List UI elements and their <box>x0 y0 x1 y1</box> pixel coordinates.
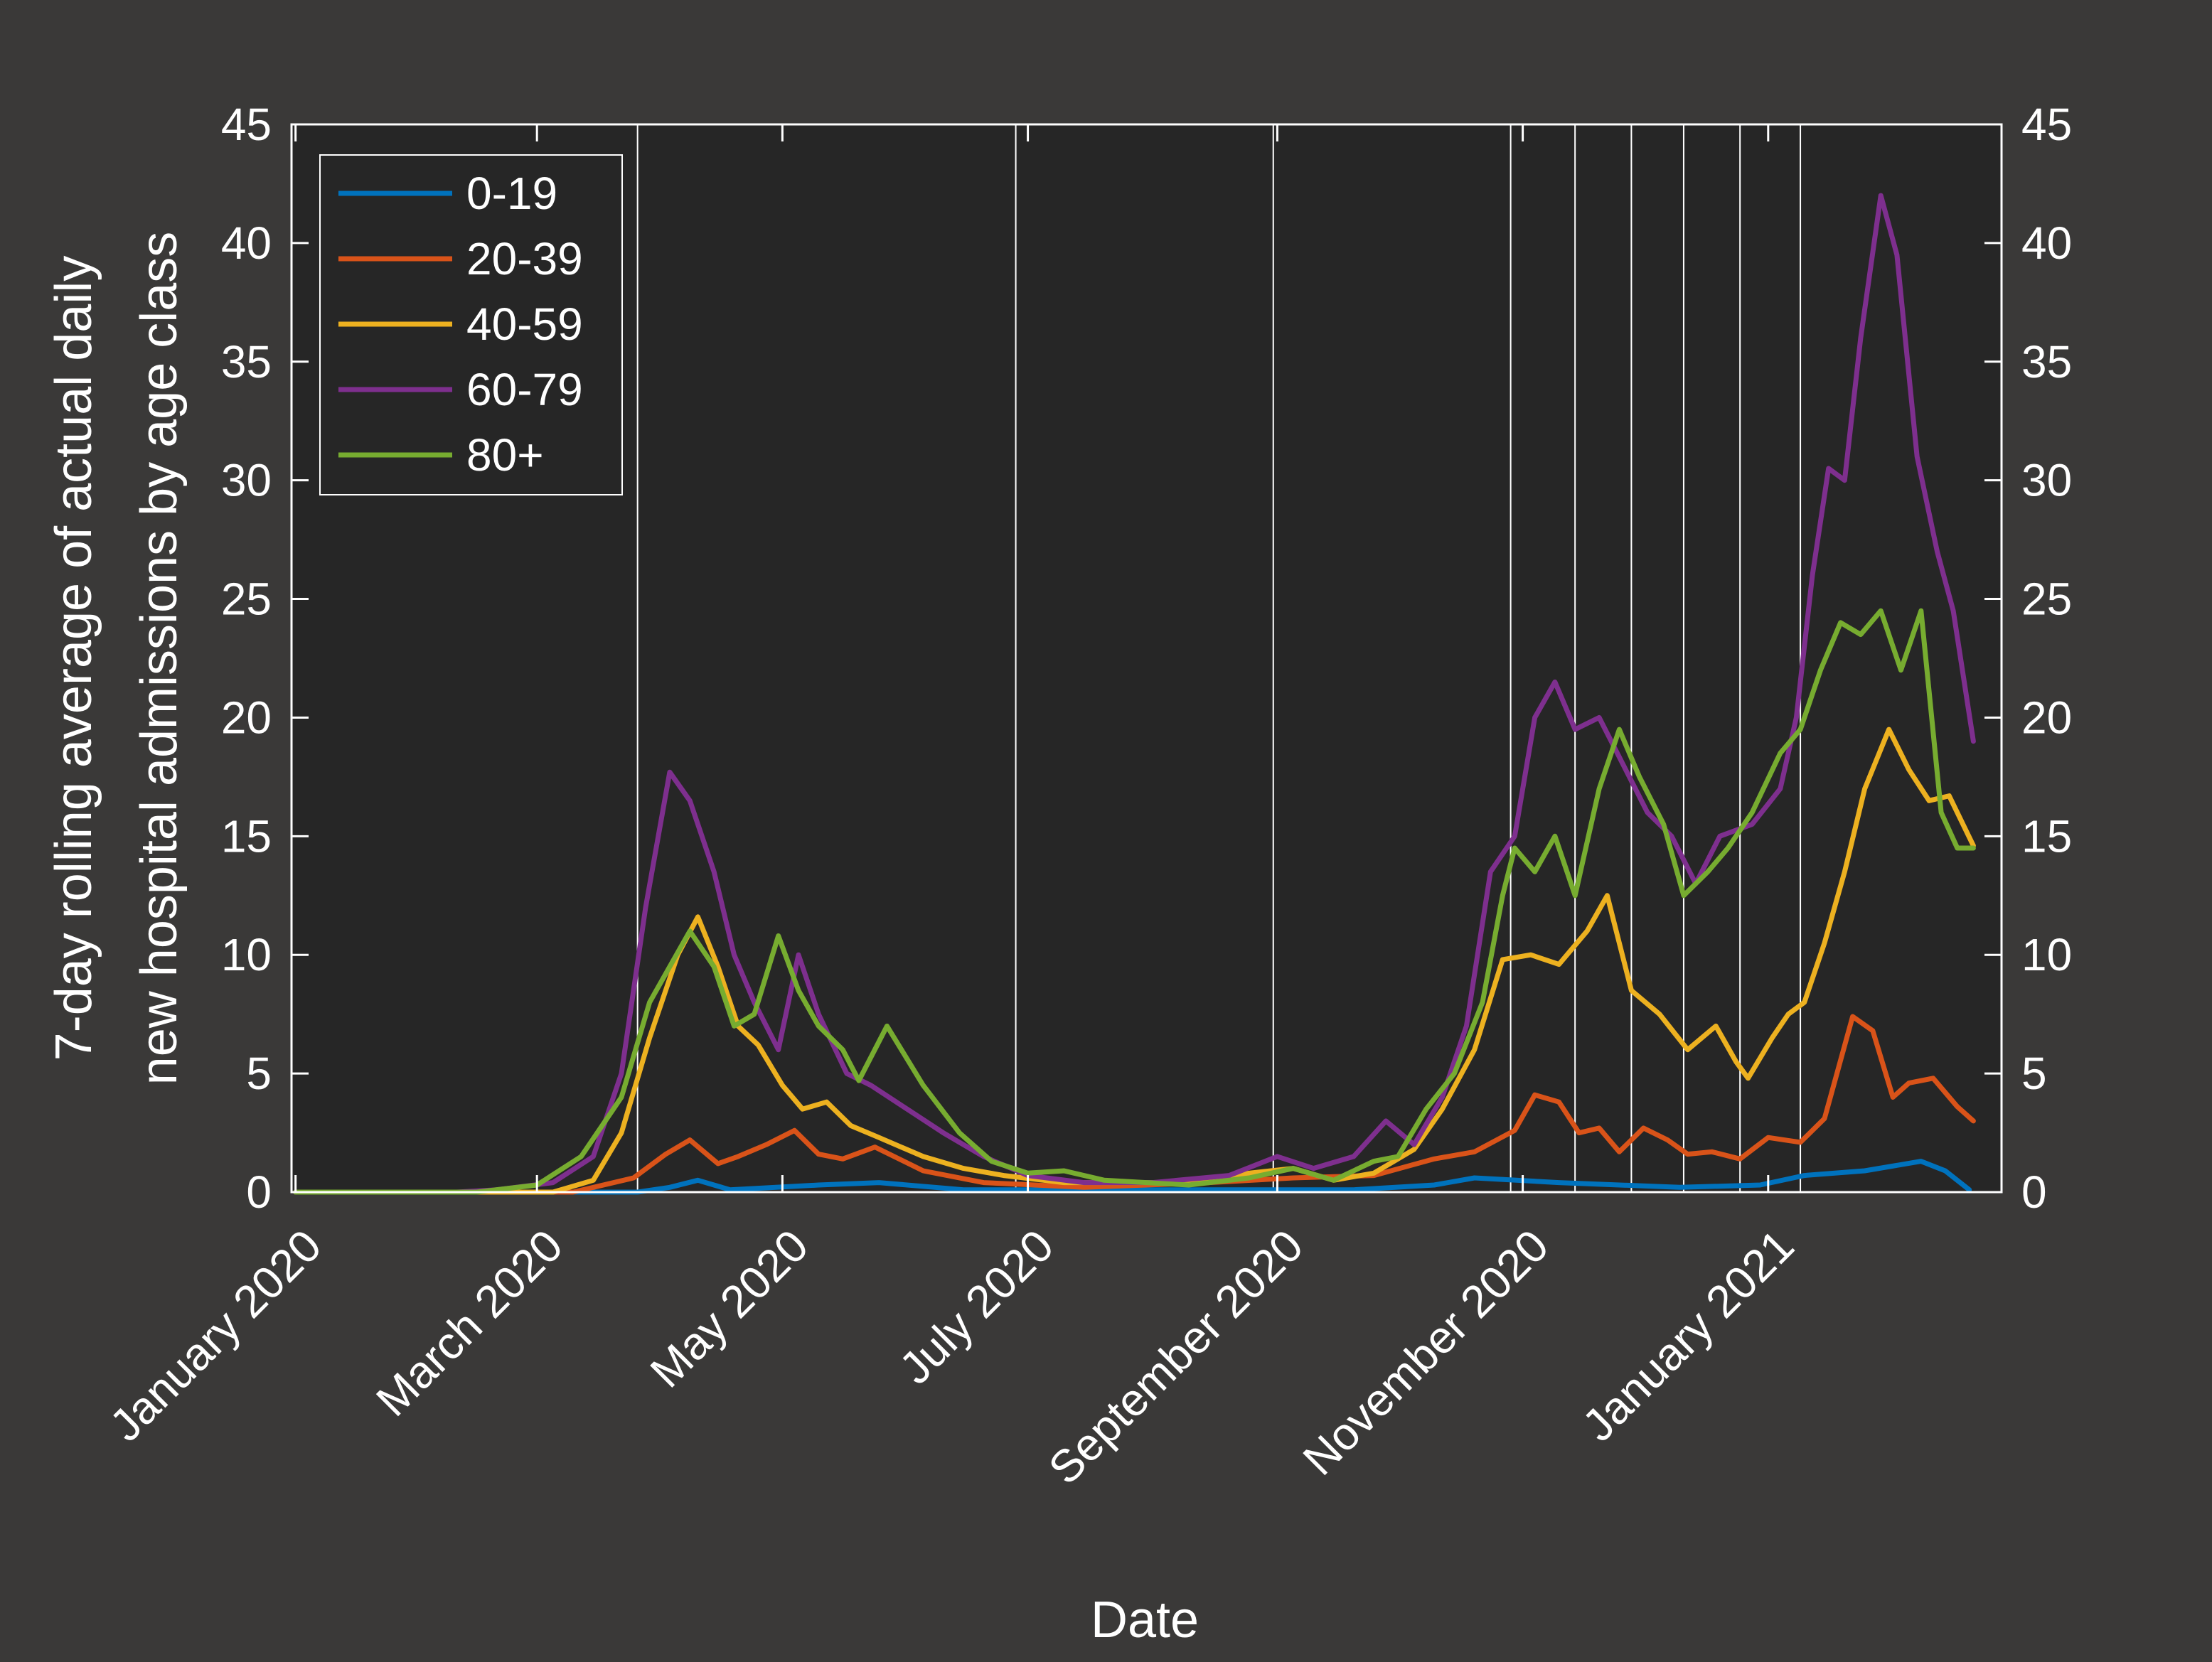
legend-label-0-19: 0-19 <box>466 168 557 219</box>
x-tick-label: January 2021 <box>1573 1220 1804 1451</box>
y-tick-label-left: 45 <box>221 99 272 150</box>
series-line-80+ <box>293 608 1976 1195</box>
y-tick-label-left: 30 <box>221 455 272 506</box>
y-tick-label-right: 25 <box>2021 574 2072 625</box>
y-tick-label-right: 30 <box>2021 455 2072 506</box>
y-tick-label-left: 10 <box>221 929 272 980</box>
y-tick-label-left: 35 <box>221 336 272 387</box>
y-tick-label-left: 25 <box>221 574 272 625</box>
series-lines <box>293 193 1976 1195</box>
y-tick-label-right: 40 <box>2021 218 2072 269</box>
x-tick-label: July 2020 <box>889 1220 1064 1394</box>
y-tick-label-right: 35 <box>2021 336 2072 387</box>
x-tick-label: January 2020 <box>100 1220 331 1451</box>
x-tick-label: March 2020 <box>366 1220 572 1426</box>
y-tick-label-left: 40 <box>221 218 272 269</box>
plot-border <box>290 123 2003 1194</box>
y-tick-label-right: 10 <box>2021 929 2072 980</box>
legend-label-40-59: 40-59 <box>466 299 583 350</box>
legend: 0-19 20-39 40-59 60-79 80+ <box>319 154 623 495</box>
vertical-reference-lines <box>636 124 1802 1192</box>
series-line-20-39 <box>293 1014 1976 1195</box>
y-tick-label-left: 15 <box>221 810 272 862</box>
y-tick-label-right: 20 <box>2021 692 2072 743</box>
legend-label-60-79: 60-79 <box>466 364 583 415</box>
x-axis-title: Date <box>1091 1592 1199 1648</box>
y-tick-label-right: 5 <box>2021 1048 2047 1099</box>
y-axis-title-line-1: 7-day rolling average of actual daily <box>46 256 102 1061</box>
legend-label-80+: 80+ <box>466 429 544 481</box>
y-tick-label-left: 5 <box>246 1048 272 1099</box>
y-tick-label-right: 0 <box>2021 1167 2047 1218</box>
x-tick-label: May 2020 <box>641 1220 818 1398</box>
y-tick-label-left: 0 <box>246 1167 272 1218</box>
x-tick-label: November 2020 <box>1293 1220 1559 1485</box>
y-axis-title-line-2: new hospital admissions by age class <box>131 232 188 1085</box>
y-tick-label-right: 15 <box>2021 810 2072 862</box>
y-tick-label-right: 45 <box>2021 99 2072 150</box>
y-tick-label-left: 20 <box>221 692 272 743</box>
series-line-0-19 <box>293 1159 1972 1195</box>
series-line-60-79 <box>293 193 1976 1195</box>
legend-label-20-39: 20-39 <box>466 233 583 284</box>
x-tick-label: September 2020 <box>1039 1220 1313 1494</box>
